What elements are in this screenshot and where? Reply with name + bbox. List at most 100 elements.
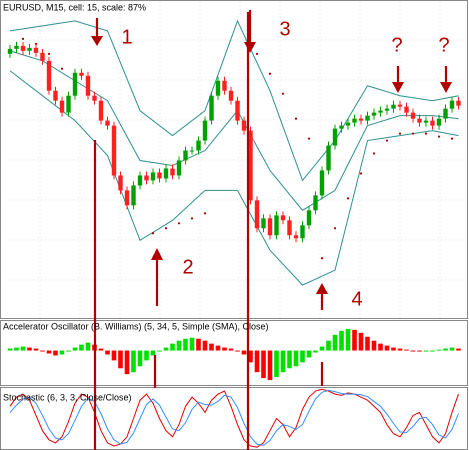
candle-body <box>423 120 429 123</box>
sar-dot <box>398 132 402 135</box>
oscillator-bar <box>430 350 435 352</box>
oscillator-bar <box>248 350 253 363</box>
oscillator-bar <box>378 343 383 351</box>
oscillator-bar <box>209 343 214 351</box>
sar-dot <box>307 137 311 140</box>
oscillator-bar <box>456 348 461 351</box>
candle-body <box>14 45 19 49</box>
arrow <box>151 248 163 260</box>
sar-dot <box>268 72 272 75</box>
candle-body <box>248 130 253 201</box>
oscillator-pane <box>0 320 468 386</box>
candle-body <box>352 118 357 123</box>
oscillator-bar <box>391 347 396 351</box>
oscillator-bar <box>170 343 175 351</box>
candle-body <box>222 80 227 91</box>
oscillator-bar <box>124 350 130 375</box>
candle-body <box>131 185 136 206</box>
oscillator-bar <box>306 350 312 358</box>
oscillator-bar <box>196 338 201 351</box>
candle-body <box>72 72 78 96</box>
candle-body <box>274 215 279 236</box>
oscillator-bar <box>300 350 305 363</box>
oscillator-bar <box>222 347 227 351</box>
sar-dot <box>21 37 25 40</box>
candle-body <box>339 125 344 129</box>
candle-body <box>53 90 58 101</box>
candle-body <box>228 90 234 101</box>
oscillator-bar <box>410 350 416 352</box>
sar-dot <box>164 227 168 230</box>
candle-body <box>300 225 305 239</box>
oscillator-bar <box>46 350 52 354</box>
candle-body <box>183 150 188 161</box>
sar-dot <box>320 257 324 260</box>
oscillator-bar <box>423 350 429 352</box>
sar-dot <box>60 67 64 70</box>
candle-body <box>443 108 448 119</box>
candle-body <box>85 75 91 96</box>
candle-body <box>163 168 169 179</box>
arrow <box>91 36 103 46</box>
sar-dot <box>411 132 415 135</box>
candle-body <box>137 175 143 186</box>
candle-body <box>215 80 221 96</box>
oscillator-bar <box>14 347 19 351</box>
candle-body <box>345 122 351 126</box>
annotation: ? <box>438 34 449 56</box>
candle-body <box>371 112 377 116</box>
candle-body <box>7 48 13 54</box>
oscillator-bar <box>293 350 299 367</box>
candle-body <box>436 118 442 126</box>
candle-body <box>202 120 208 141</box>
candle-body <box>92 95 97 101</box>
oscillator-bar <box>27 347 32 351</box>
oscillator-bar <box>144 350 149 361</box>
oscillator-bar <box>404 349 409 351</box>
candle-body <box>235 100 240 121</box>
oscillator-bar <box>449 347 455 351</box>
band-upper <box>9 19 459 182</box>
oscillator-bar <box>287 350 292 369</box>
oscillator-title: Accelerator Oscillator (B. Williams) (5,… <box>3 321 269 331</box>
annotation: ? <box>391 34 402 56</box>
sar-dot <box>437 135 441 138</box>
candle-body <box>293 235 299 239</box>
oscillator-bar <box>7 348 13 351</box>
sar-dot <box>372 152 376 155</box>
annotation: 4 <box>351 288 362 310</box>
oscillator-bar <box>66 350 71 352</box>
candle-body <box>59 100 65 113</box>
oscillator-bar <box>397 348 403 351</box>
stochastic-line <box>9 389 459 446</box>
oscillator-bar <box>280 350 286 373</box>
band-lower <box>9 70 459 286</box>
oscillator-bar <box>176 340 182 351</box>
sar-dot <box>385 139 389 142</box>
oscillator-bar <box>326 340 331 351</box>
candle-body <box>456 100 461 106</box>
sar-dot <box>190 217 194 220</box>
candle-body <box>254 200 260 229</box>
candle-body <box>66 95 71 113</box>
oscillator-bar <box>118 350 123 369</box>
candle-body <box>267 218 273 236</box>
oscillator-bar <box>150 350 156 356</box>
oscillator-bar <box>72 347 78 351</box>
oscillator-bar <box>163 347 169 351</box>
candle-body <box>118 175 123 191</box>
annotation: 3 <box>279 18 290 40</box>
sar-dot <box>255 52 259 55</box>
stochastic-title: Stochastic (6, 3, 3, Close/Close) <box>3 392 132 402</box>
candle-body <box>365 115 370 121</box>
oscillator-bar <box>417 350 422 352</box>
candle-body <box>79 72 84 76</box>
candle-body <box>410 112 416 119</box>
oscillator-bar <box>59 350 65 355</box>
candle-body <box>111 125 117 176</box>
candle-body <box>404 106 409 113</box>
annotation: 1 <box>121 26 132 48</box>
oscillator-bar <box>436 349 442 351</box>
